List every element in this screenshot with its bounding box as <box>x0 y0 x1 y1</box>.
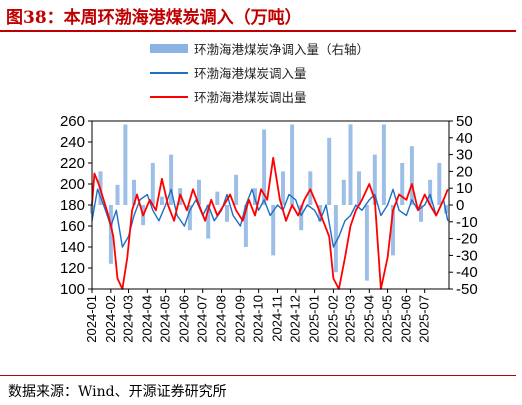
x-tick-label: 2025-04 <box>361 295 376 343</box>
y-left-tick-label: 160 <box>60 218 85 235</box>
net-inflow-bar <box>132 179 136 205</box>
net-inflow-bar <box>281 171 285 205</box>
legend-label: 环渤海港煤炭净调入量（右轴） <box>194 42 369 57</box>
y-right-tick-label: 0 <box>456 197 464 214</box>
x-tick-label: 2025-02 <box>325 295 340 343</box>
x-tick-label: 2024-08 <box>214 295 229 343</box>
x-tick-label: 2024-03 <box>120 295 135 343</box>
x-tick-label: 2025-03 <box>342 295 357 343</box>
x-tick-label: 2025-05 <box>380 295 395 343</box>
page-title: 图38：本周环渤海港煤炭调入（万吨） <box>6 8 302 28</box>
net-inflow-bar <box>215 191 220 205</box>
legend-label: 环渤海港煤炭调入量 <box>194 66 307 81</box>
y-right-tick-label: -50 <box>456 281 478 298</box>
x-tick-label: 2025-06 <box>398 295 413 343</box>
net-inflow-bar <box>400 163 405 205</box>
net-inflow-bar <box>197 179 201 205</box>
net-inflow-bar <box>327 137 332 205</box>
net-inflow-bar <box>428 179 433 205</box>
net-inflow-bar <box>262 129 267 205</box>
y-right-tick-label: -10 <box>456 214 478 231</box>
net-inflow-bar <box>357 171 361 205</box>
x-tick-label: 2024-02 <box>103 295 118 343</box>
y-right-tick-label: 50 <box>456 113 473 130</box>
y-left-tick-label: 260 <box>60 113 85 130</box>
net-inflow-bar <box>150 163 155 205</box>
x-tick-label: 2024-10 <box>251 295 266 343</box>
y-left-tick-label: 220 <box>60 155 85 172</box>
net-inflow-bar <box>437 163 442 205</box>
x-tick-label: 2025-01 <box>307 295 322 343</box>
y-right-tick-label: -20 <box>456 231 478 248</box>
x-tick-label: 2024-07 <box>195 295 210 343</box>
net-inflow-bar <box>225 205 229 222</box>
x-tick-label: 2024-04 <box>139 295 154 343</box>
net-inflow-bar <box>187 205 192 231</box>
net-inflow-bar <box>341 179 346 205</box>
net-inflow-bar <box>108 205 113 264</box>
y-right-tick-label: 30 <box>456 147 473 164</box>
x-tick-label: 2024-06 <box>176 295 191 343</box>
y-right-tick-label: 10 <box>456 180 473 197</box>
net-inflow-bar <box>391 205 395 256</box>
net-inflow-bar <box>299 205 304 231</box>
x-tick-label: 2025-07 <box>417 295 432 343</box>
net-inflow-bar <box>290 124 295 205</box>
net-inflow-bar <box>419 205 423 222</box>
net-inflow-bar <box>169 154 174 205</box>
net-inflow-bar <box>333 205 338 273</box>
net-inflow-bar <box>409 146 414 205</box>
net-inflow-bar <box>123 124 128 205</box>
net-inflow-bar <box>308 171 313 205</box>
net-inflow-bar <box>234 174 239 205</box>
y-left-tick-label: 200 <box>60 176 85 193</box>
y-right-tick-label: -40 <box>456 264 478 281</box>
x-tick-label: 2024-09 <box>232 295 247 343</box>
net-inflow-bar <box>115 184 120 205</box>
net-inflow-bar <box>159 196 164 205</box>
title-divider <box>0 30 516 32</box>
x-tick-label: 2024-01 <box>84 295 99 343</box>
y-right-tick-label: -30 <box>456 247 478 264</box>
legend-label: 环渤海港煤炭调出量 <box>194 90 307 105</box>
y-left-tick-label: 120 <box>60 260 85 277</box>
net-inflow-bar <box>243 205 248 247</box>
x-tick-label: 2024-11 <box>269 295 284 342</box>
net-inflow-bar <box>348 124 353 205</box>
x-tick-label: 2024-12 <box>288 295 303 343</box>
source-note: 数据来源：Wind、开源证券研究所 <box>8 384 227 400</box>
y-left-tick-label: 240 <box>60 134 85 151</box>
legend-swatch-bar <box>150 44 188 53</box>
net-inflow-bar <box>271 205 276 256</box>
series-lines <box>91 156 449 290</box>
x-tick-label: 2024-05 <box>158 295 173 343</box>
y-left-tick-label: 100 <box>60 281 85 298</box>
net-inflow-bars <box>90 124 448 281</box>
footer-divider <box>0 375 516 376</box>
outflow-line <box>91 188 449 248</box>
net-inflow-bar <box>372 154 377 205</box>
y-right-tick-label: 40 <box>456 130 473 147</box>
axes: 100120140160180200220240260-50-40-30-20-… <box>60 113 478 343</box>
net-inflow-bar <box>206 205 211 239</box>
y-left-tick-label: 140 <box>60 239 85 256</box>
y-left-tick-label: 180 <box>60 197 85 214</box>
net-inflow-bar <box>364 205 369 281</box>
inflow-line <box>91 156 449 290</box>
y-right-tick-label: 20 <box>456 163 473 180</box>
net-inflow-bar <box>381 124 386 205</box>
